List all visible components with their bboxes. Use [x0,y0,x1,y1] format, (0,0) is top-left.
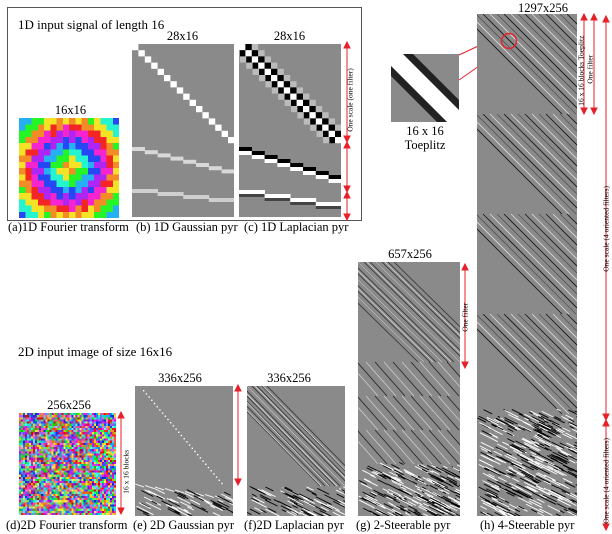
panel-c-laplacian-image [239,44,341,217]
toeplitz-inset-label: Toeplitz [404,138,446,152]
toeplitz-zoom-circle [500,32,518,50]
panel-h-filter-label: One filter [585,54,595,84]
panel-d-block-label: 16 x 16 blocks [121,449,131,494]
panel-b-gaussian-image [132,44,234,217]
panel-a-fourier-image [19,118,119,218]
panel-d-fourier-image [19,413,116,515]
panel-c-scale-label: One scale (one filter) [345,68,355,132]
panel-f-laplacian-image [247,386,345,516]
panel-d-dim: 256x256 [47,398,91,412]
panel-a-dim: 16x16 [54,103,87,117]
panel-e-caption: (e) 2D Gaussian pyr [133,518,235,532]
top-section-frame [7,7,362,221]
panel-c-dim: 28x16 [273,29,306,43]
panel-a-caption: (a)1D Fourier transform [8,220,129,234]
panel-c-caption: (c) 1D Laplacian pyr [244,220,349,234]
panel-h-steerable4-image [477,14,577,516]
panel-h-blocks-label: 16 x 16 blocks Toeplitz [576,35,586,106]
panel-h-caption: (h) 4-Steerable pyr [480,518,575,532]
panel-g-filter-arrow [461,262,469,370]
top-section-title: 1D input signal of length 16 [18,17,165,32]
toeplitz-inset-dim: 16 x 16 [406,124,444,138]
panel-g-steerable2-image [358,262,460,516]
panel-b-dim: 28x16 [166,29,199,43]
panel-e-gaussian-image [135,386,233,516]
panel-d-caption: (d)2D Fourier transform [6,518,128,532]
panel-e-scale-arrow [234,383,242,487]
panel-g-filter-label: One filter [460,302,470,332]
panel-c-scale-arrows [343,40,351,222]
panel-f-caption: (f)2D Laplacian pyr [244,518,344,532]
panel-h-scale-label-2: One scale (4 oriented filters) [601,437,611,524]
panel-g-dim: 657x256 [388,247,432,261]
panel-h-dim: 1297x256 [518,1,568,15]
toeplitz-inset-image [391,54,459,122]
panel-h-scale-label: One scale (4 oriented filters) [601,185,611,272]
panel-f-dim: 336x256 [267,371,311,385]
panel-b-caption: (b) 1D Gaussian pyr [136,220,238,234]
panel-g-caption: (g) 2-Steerable pyr [356,518,451,532]
panel-e-dim: 336x256 [158,371,202,385]
panel-h-arrows [580,12,610,532]
bottom-section-title: 2D input image of size 16x16 [18,344,173,359]
panel-d-block-arrow [117,410,125,516]
